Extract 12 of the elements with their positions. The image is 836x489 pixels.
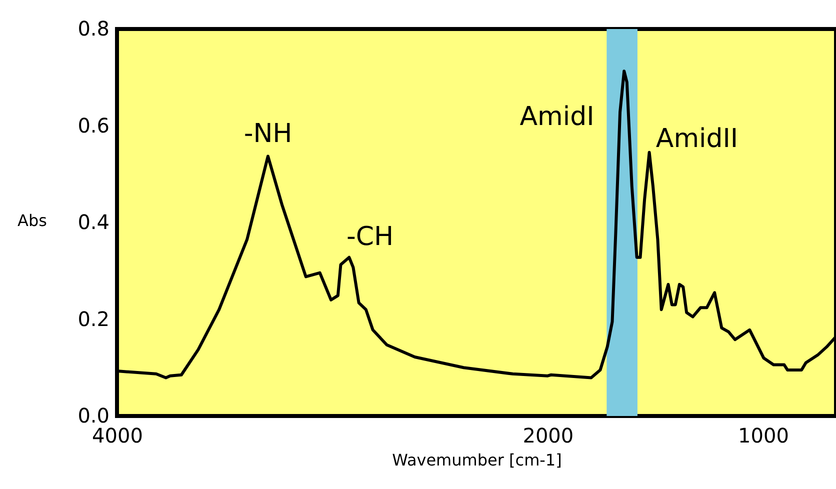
x-axis-title: Wavemumber [cm-1] [392,450,562,470]
annotation: -CH [346,222,394,252]
annotation: AmidII [656,124,738,154]
y-tick-label: 0.4 [78,210,110,234]
y-tick-label: 0.6 [78,113,110,138]
annotation: -NH [244,119,292,149]
y-tick-label: 0.8 [78,16,110,40]
y-tick-label: 0.2 [78,306,110,331]
y-axis-title: Abs [18,211,47,230]
x-tick-label: 2000 [522,424,574,448]
x-tick-label: 1000 [738,424,789,448]
annotation: AmidI [520,102,594,132]
